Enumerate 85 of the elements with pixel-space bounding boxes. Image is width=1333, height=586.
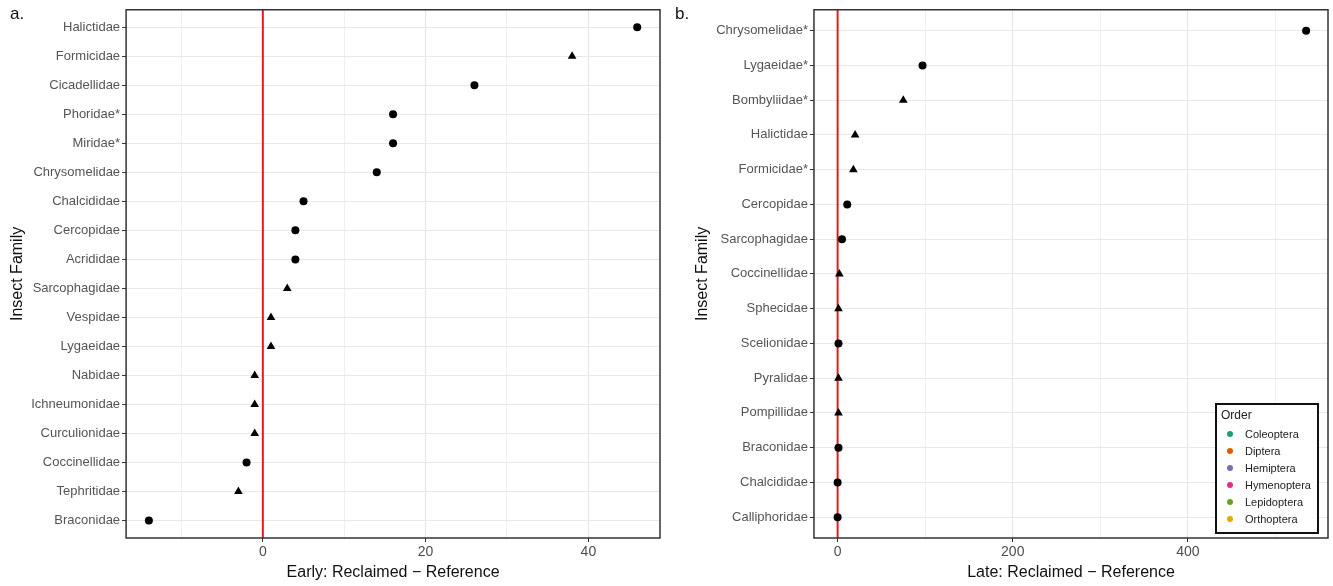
point [898, 95, 908, 103]
x-tick-label: 20 [417, 543, 434, 560]
point [834, 443, 843, 452]
point [389, 139, 398, 148]
point [834, 339, 843, 348]
point [470, 81, 479, 90]
y-axis-title: Insect Family [8, 226, 26, 322]
y-tick-label: Nabidae [71, 367, 121, 383]
y-tick-label: Ichneumonidae [31, 396, 121, 412]
legend-label: Lepidoptera [1244, 495, 1304, 508]
point [234, 486, 243, 495]
point [849, 164, 858, 173]
y-tick-label: Curculionidae [40, 425, 121, 441]
point [250, 370, 260, 378]
y-axis-title: Insect Family [693, 226, 711, 322]
point [918, 61, 927, 70]
point [282, 283, 292, 291]
point [633, 23, 642, 32]
y-tick-label: Braconidae [742, 439, 808, 455]
legend-label: Coleoptera [1244, 427, 1299, 440]
legend-label: Diptera [1244, 444, 1281, 457]
y-tick-label: Miridae* [72, 134, 121, 150]
point [834, 373, 843, 381]
x-axis-title: Late: Reclaimed − Reference [967, 562, 1175, 580]
y-tick-label: Halictidae [63, 18, 121, 34]
point [567, 51, 577, 59]
y-tick-label: Pompillidae [740, 404, 808, 420]
x-axis-title: Early: Reclaimed − Reference [286, 562, 500, 580]
point [299, 197, 308, 206]
chart-title: a. [10, 4, 25, 24]
y-tick-label: Scelionidae [740, 334, 808, 350]
y-tick-label: Pyralidae [753, 369, 808, 385]
x-tick-label: 0 [833, 543, 842, 560]
y-tick-label: Acrididae [65, 250, 121, 266]
x-tick-label: 40 [580, 543, 597, 560]
y-tick-label: Coccinellidae [42, 454, 121, 470]
x-tick-label: 400 [1176, 543, 1200, 560]
point [834, 303, 843, 312]
y-tick-label: Tephritidae [56, 483, 121, 499]
y-tick-label: Vespidae [66, 309, 121, 325]
point [833, 478, 842, 487]
chart-title: b. [675, 4, 690, 24]
y-tick-label: Formicidae [55, 47, 121, 63]
y-tick-label: Halictidae [750, 126, 808, 142]
point [266, 312, 276, 320]
y-tick-label: Coccinellidae [730, 265, 808, 281]
point [833, 513, 842, 522]
point [250, 399, 260, 407]
y-tick-label: Chrysomelidae [33, 163, 121, 179]
y-tick-label: Calliphoridae [732, 508, 808, 524]
point [144, 516, 153, 525]
y-tick-label: Chalcididae [52, 192, 121, 208]
y-tick-label: Bombyliidae* [732, 91, 808, 107]
point [389, 110, 398, 119]
legend-label: Hemiptera [1244, 461, 1296, 474]
y-tick-label: Sphecidae [746, 300, 808, 316]
y-tick-label: Formicidae* [738, 161, 808, 177]
y-tick-label: Cicadellidae [49, 76, 121, 92]
point [843, 200, 852, 209]
point [242, 458, 251, 467]
legend-label: Hymenoptera [1244, 478, 1311, 491]
point [1302, 26, 1311, 35]
point [372, 168, 381, 177]
point [266, 341, 276, 349]
legend-label: Orthoptera [1244, 512, 1298, 525]
point [250, 428, 260, 437]
y-tick-label: Chalcididae [740, 473, 808, 489]
y-tick-label: Chrysomelidae* [716, 22, 808, 38]
y-tick-label: Sarcophagidae [32, 279, 121, 295]
y-tick-label: Sarcophagidae [720, 230, 808, 246]
y-tick-label: Cercopidae [53, 221, 121, 237]
y-tick-label: Braconidae [54, 512, 121, 528]
legend-title: Order [1220, 408, 1253, 422]
point [291, 226, 300, 235]
y-tick-label: Lygaeidae* [743, 56, 808, 72]
point [835, 268, 844, 277]
y-tick-label: Lygaeidae [60, 338, 121, 354]
point [291, 255, 300, 264]
point [834, 407, 843, 416]
y-tick-label: Phoridae* [62, 105, 121, 121]
x-tick-label: 200 [1001, 543, 1025, 560]
x-tick-label: 0 [258, 543, 267, 560]
point [837, 235, 846, 244]
point [850, 129, 860, 138]
y-tick-label: Cercopidae [741, 195, 808, 211]
